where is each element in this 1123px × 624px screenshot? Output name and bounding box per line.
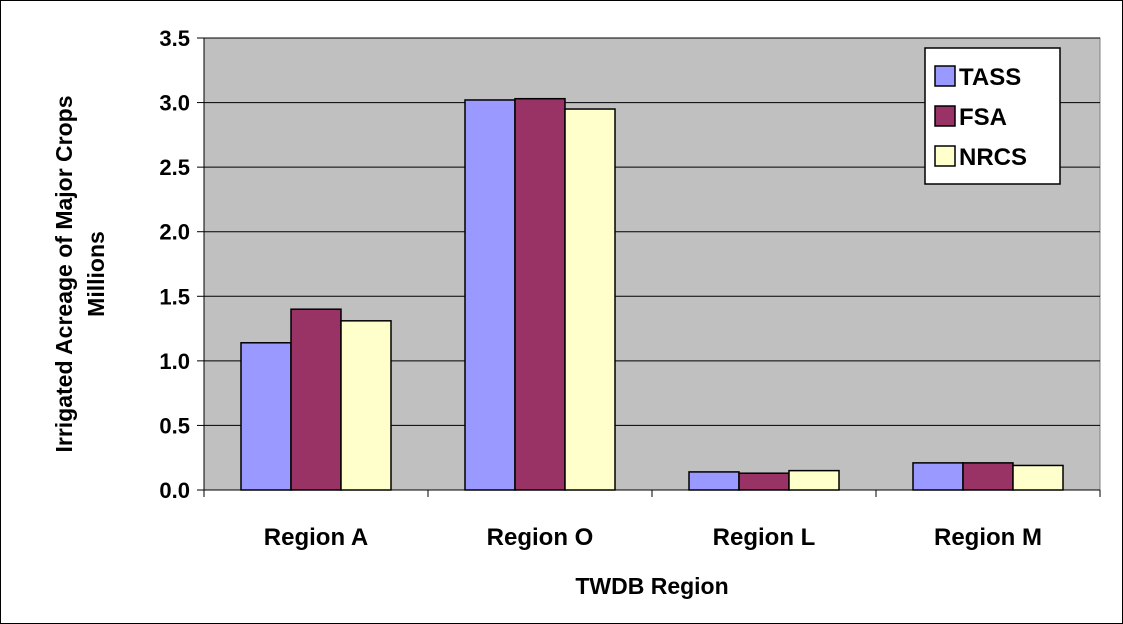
- y-tick-label: 3.5: [159, 26, 190, 51]
- axes: [197, 37, 1101, 497]
- y-tick-label: 1.5: [159, 284, 190, 309]
- bar-fsa-4: [962, 462, 1014, 491]
- bar-nrcs-1: [340, 320, 392, 491]
- legend-label-fsa: FSA: [959, 104, 1007, 131]
- bar-tass-3: [688, 471, 740, 491]
- x-tick-label: Region L: [713, 524, 816, 551]
- y-tick-label: 2.5: [159, 155, 190, 180]
- x-axis-title: TWDB Region: [575, 573, 728, 599]
- bar-nrcs-4: [1012, 464, 1064, 491]
- legend: TASS FSA NRCS: [924, 47, 1061, 185]
- legend-swatch-fsa: [934, 105, 956, 127]
- y-tick-label: 3.0: [159, 91, 190, 116]
- bar-nrcs-3: [788, 469, 840, 491]
- y-tick-label: 0.5: [159, 413, 190, 438]
- legend-label-tass: TASS: [959, 64, 1021, 91]
- bar-tass-1: [240, 342, 292, 491]
- legend-swatch-tass: [934, 65, 956, 87]
- y-axis-units: Millions: [83, 231, 109, 317]
- legend-swatch-nrcs: [934, 145, 956, 167]
- bar-fsa-1: [290, 308, 342, 491]
- x-tick-labels: Region A Region O Region L Region M: [264, 524, 1042, 551]
- bar-fsa-3: [738, 472, 790, 491]
- bar-nrcs-2: [564, 108, 616, 491]
- bar-fsa-2: [514, 97, 566, 491]
- x-tick-label: Region O: [487, 524, 594, 551]
- x-tick-label: Region M: [934, 524, 1042, 551]
- bars: [240, 97, 1064, 491]
- bar-tass-4: [912, 462, 964, 491]
- y-axis-title: Irrigated Acreage of Major Crops: [51, 95, 77, 452]
- y-tick-label: 2.0: [159, 220, 190, 245]
- y-tick-label: 1.0: [159, 349, 190, 374]
- y-tick-labels: 0.0 0.5 1.0 1.5 2.0 2.5 3.0 3.5: [159, 26, 190, 503]
- x-tick-label: Region A: [264, 524, 368, 551]
- bar-tass-2: [464, 99, 516, 491]
- y-tick-label: 0.0: [159, 478, 190, 503]
- legend-label-nrcs: NRCS: [959, 144, 1027, 171]
